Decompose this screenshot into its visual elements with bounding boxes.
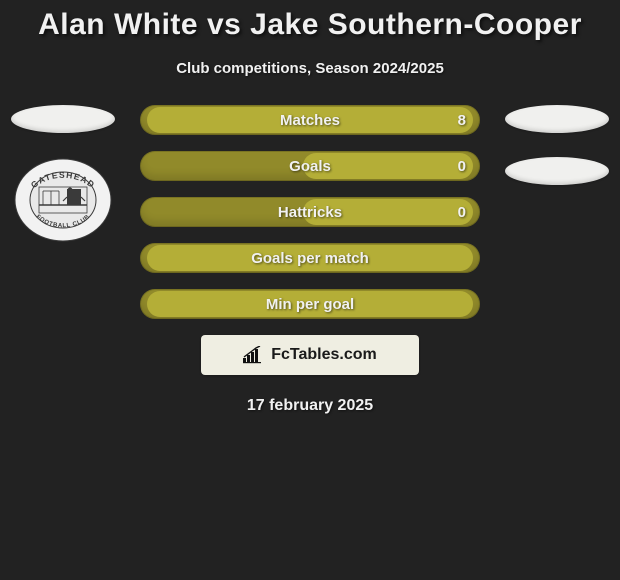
stat-bars: Matches8Goals0Hattricks0Goals per matchM… [140,105,480,319]
stat-bar-label: Hattricks [140,197,480,227]
comparison-area: GATESHEAD FOOTBALL CLUB [0,105,620,319]
comparison-infographic: Alan White vs Jake Southern-Cooper Club … [0,0,620,580]
stat-bar: Goals0 [140,151,480,181]
stat-bar-value: 0 [458,151,466,181]
stat-bar-label: Goals per match [140,243,480,273]
stat-bar: Goals per match [140,243,480,273]
page-subtitle: Club competitions, Season 2024/2025 [0,60,620,77]
stat-bar: Matches8 [140,105,480,135]
stat-bar-label: Min per goal [140,289,480,319]
stat-bar-label: Goals [140,151,480,181]
club-badge-placeholder [505,157,609,185]
right-player-column [502,105,612,209]
player-photo-placeholder [11,105,115,133]
club-badge-gateshead: GATESHEAD FOOTBALL CLUB [13,157,113,243]
brand-badge: FcTables.com [201,335,419,375]
stat-bar-value: 8 [458,105,466,135]
page-title: Alan White vs Jake Southern-Cooper [0,0,620,42]
infographic-date: 17 february 2025 [0,397,620,415]
stat-bar-value: 0 [458,197,466,227]
bar-chart-icon [243,346,265,364]
left-player-column: GATESHEAD FOOTBALL CLUB [8,105,118,243]
stat-bar: Hattricks0 [140,197,480,227]
player-photo-placeholder [505,105,609,133]
stat-bar-label: Matches [140,105,480,135]
brand-text: FcTables.com [271,346,377,364]
stat-bar: Min per goal [140,289,480,319]
